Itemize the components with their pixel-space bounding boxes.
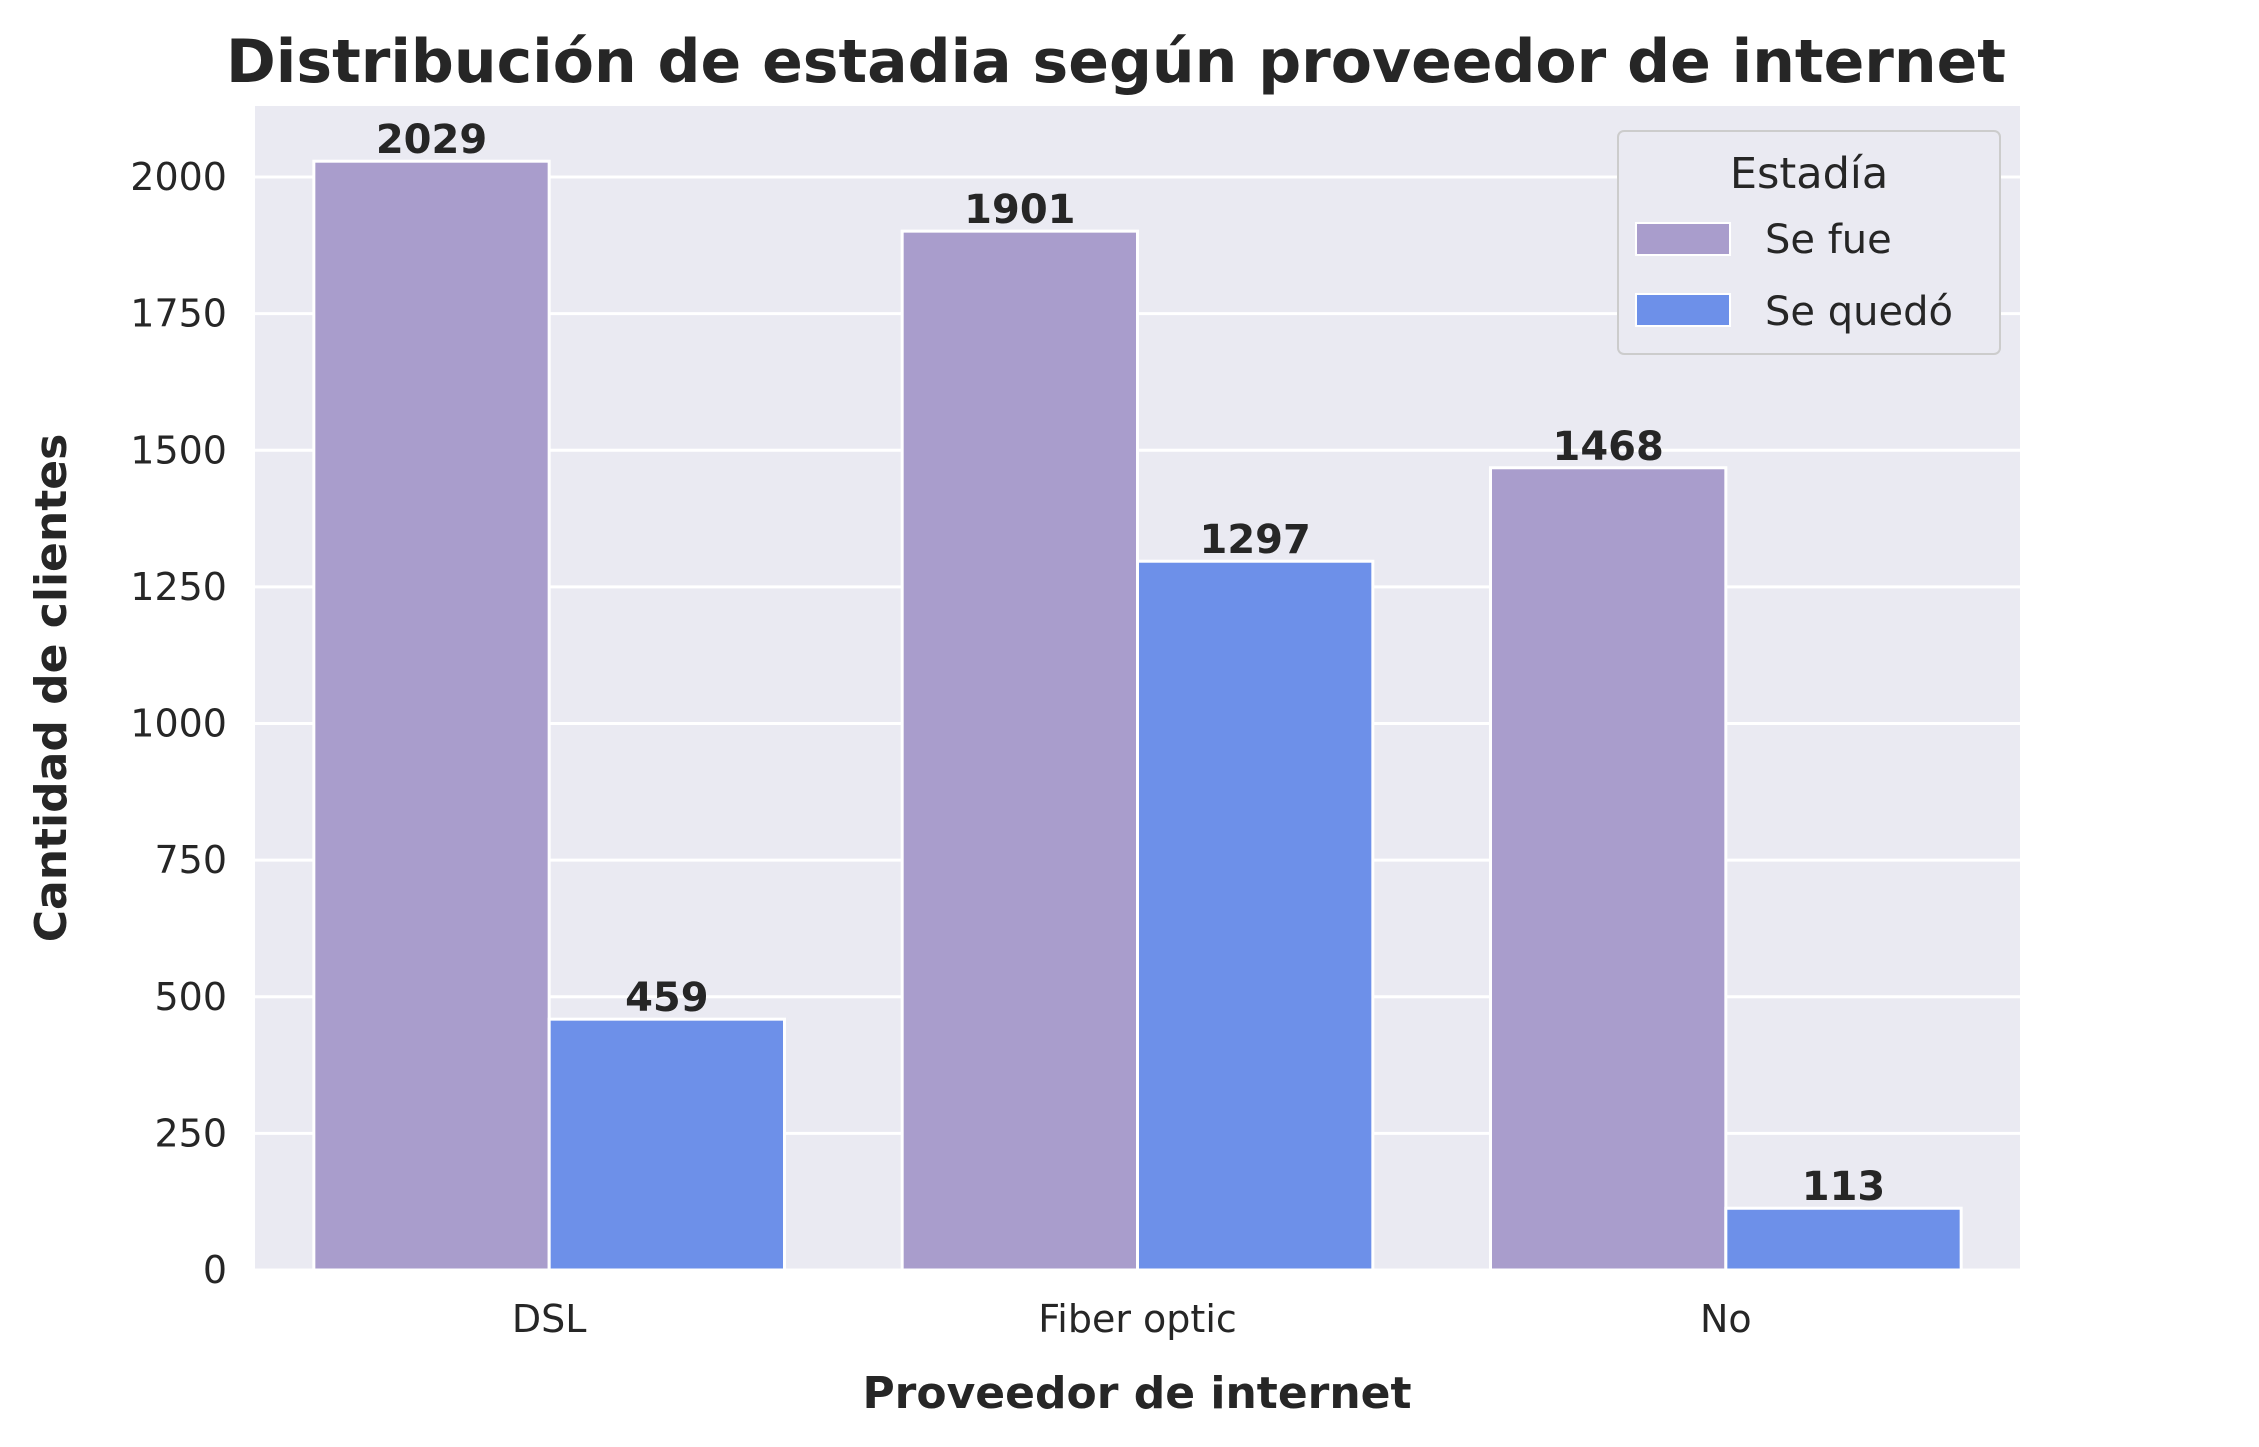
legend-swatch-se-fue [1635,222,1731,256]
y-tick-label-2000: 2000 [130,155,227,199]
data-label-no-se-fue: 1468 [1553,424,1664,470]
y-tick-label-250: 250 [154,1111,227,1155]
bar-fiber-optic-se-quedo [1136,559,1375,1272]
y-tick-label-1000: 1000 [130,702,227,746]
bar-no-se-quedo [1724,1206,1963,1272]
y-axis-label: Cantidad de clientes [26,434,77,943]
legend: Estadía Se fue Se quedó [1617,130,2001,355]
x-tick-label-no: No [1700,1297,1752,1341]
y-axis-ticks: 0 250 500 750 1000 1250 1500 1750 2000 [130,155,227,1292]
bar-dsl-se-quedo [547,1017,787,1272]
legend-title: Estadía [1730,149,1888,199]
y-tick-label-1500: 1500 [130,428,227,472]
data-label-dsl-se-fue: 2029 [376,117,487,163]
bar-no-se-fue [1489,466,1728,1272]
x-axis-ticks: DSL Fiber optic No [512,1297,1752,1341]
bar-dsl-se-fue [312,159,551,1272]
y-tick-label-0: 0 [203,1248,227,1292]
y-tick-label-1750: 1750 [130,292,227,336]
chart-title: Distribución de estadia según proveedor … [226,27,2006,97]
legend-label-se-quedo: Se quedó [1765,289,1953,335]
bar-value-labels: 2029 459 1901 1297 1468 113 [376,117,1885,1210]
data-label-fiber-optic-se-quedo: 1297 [1200,517,1311,563]
x-tick-label-fiber-optic: Fiber optic [1038,1297,1237,1341]
bar-fiber-optic-se-fue [900,229,1140,1272]
y-tick-label-750: 750 [154,838,227,882]
y-tick-label-1250: 1250 [130,565,227,609]
y-tick-label-500: 500 [154,975,227,1019]
data-label-dsl-se-quedo: 459 [625,975,709,1021]
x-axis-label: Proveedor de internet [862,1368,1411,1419]
legend-swatch-se-quedo [1635,293,1731,327]
bars [312,159,1963,1272]
data-label-fiber-optic-se-fue: 1901 [964,187,1075,233]
data-label-no-se-quedo: 113 [1802,1164,1886,1210]
x-tick-label-dsl: DSL [512,1297,587,1341]
legend-label-se-fue: Se fue [1765,217,1892,263]
